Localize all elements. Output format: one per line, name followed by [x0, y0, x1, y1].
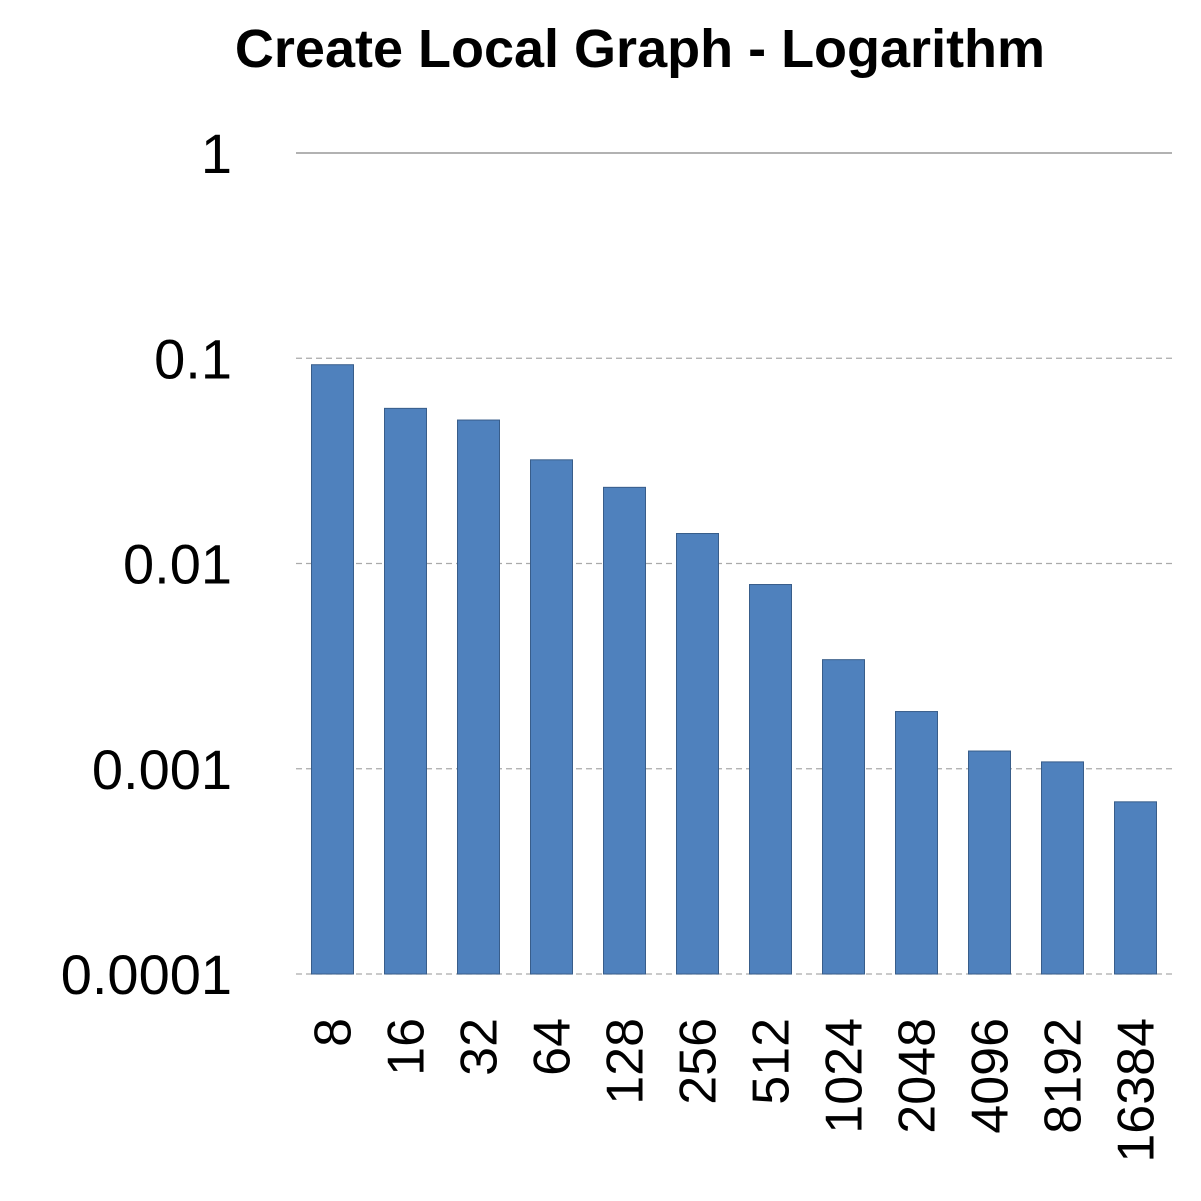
x-tick-label: 4096	[962, 1018, 1020, 1134]
x-tick-label: 2048	[889, 1018, 947, 1134]
bar-256	[676, 533, 719, 975]
chart-title: Create Local Graph - Logarithm	[234, 19, 1046, 79]
x-tick-label: 64	[524, 1018, 582, 1076]
y-tick-label: 1	[201, 122, 232, 185]
x-tick-label: 128	[597, 1018, 655, 1105]
x-tick-label: 8	[305, 1018, 363, 1047]
bar-16384	[1114, 801, 1157, 975]
x-tick-label: 16384	[1108, 1018, 1166, 1163]
x-tick-label: 512	[743, 1018, 801, 1105]
x-tick-label: 256	[670, 1018, 728, 1105]
y-tick-label: 0.001	[92, 738, 232, 801]
grid-lines	[296, 152, 1172, 975]
bar-2048	[895, 711, 938, 975]
bar-32	[457, 419, 500, 975]
x-tick-label: 16	[378, 1018, 436, 1076]
y-tick-label: 0.1	[154, 327, 232, 390]
bar-1024	[822, 659, 865, 975]
x-tick-label: 1024	[816, 1018, 874, 1134]
bars	[311, 364, 1157, 975]
bar-8192	[1041, 761, 1084, 975]
y-tick-label: 0.0001	[61, 943, 232, 1006]
bar-64	[530, 459, 573, 975]
x-tick-label: 8192	[1035, 1018, 1093, 1134]
y-axis-tick-labels: 1 0.1 0.01 0.001 0.0001	[61, 122, 232, 1006]
bar-512	[749, 584, 792, 975]
bar-128	[603, 486, 646, 975]
bar-8	[311, 364, 354, 975]
x-tick-label: 32	[451, 1018, 509, 1076]
bar-16	[384, 407, 427, 975]
bar-4096	[968, 750, 1011, 975]
y-tick-label: 0.01	[123, 533, 232, 596]
x-axis-tick-labels: 8 16 32 64 128 256 512 1024 2048 4096 8192 16384	[305, 1018, 1166, 1163]
